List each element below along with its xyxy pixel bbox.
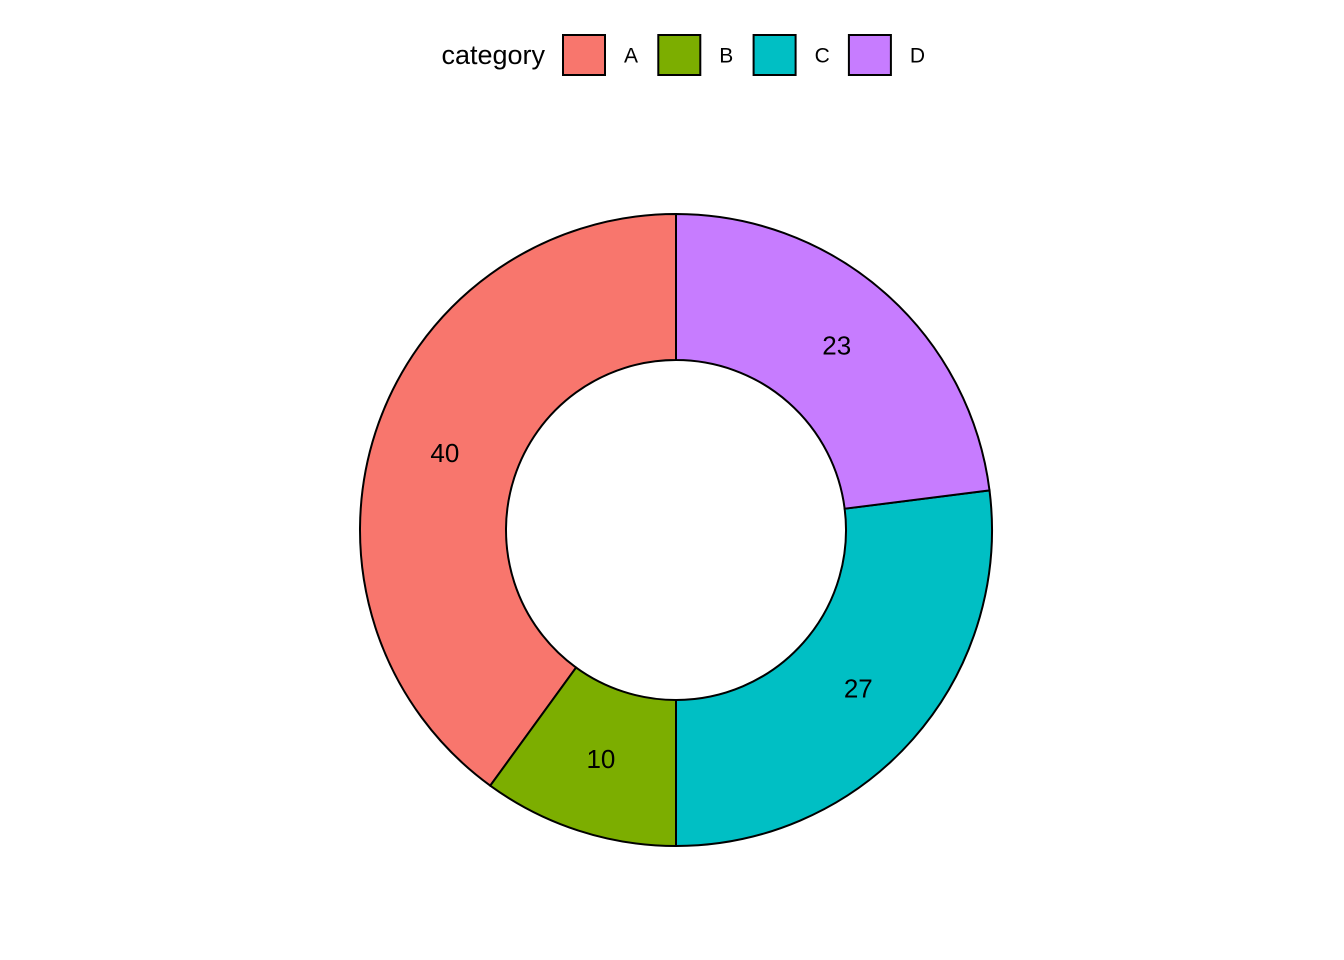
- legend-swatch: [562, 34, 606, 76]
- data-label: 27: [844, 674, 873, 704]
- donut-slice: [675, 489, 993, 848]
- data-label: 10: [586, 744, 615, 774]
- donut-slice: [359, 212, 677, 788]
- legend-swatch: [752, 34, 797, 76]
- legend-label: C: [815, 45, 830, 68]
- legend-label: B: [719, 45, 733, 68]
- legend-swatch: [847, 34, 892, 76]
- data-label: 23: [822, 331, 851, 361]
- legend-title: category: [441, 40, 545, 70]
- legend-swatch: [657, 34, 702, 76]
- legend-label: A: [624, 45, 638, 68]
- legend-label: D: [910, 45, 925, 68]
- data-label: 40: [430, 438, 459, 468]
- donut-slice: [675, 212, 991, 510]
